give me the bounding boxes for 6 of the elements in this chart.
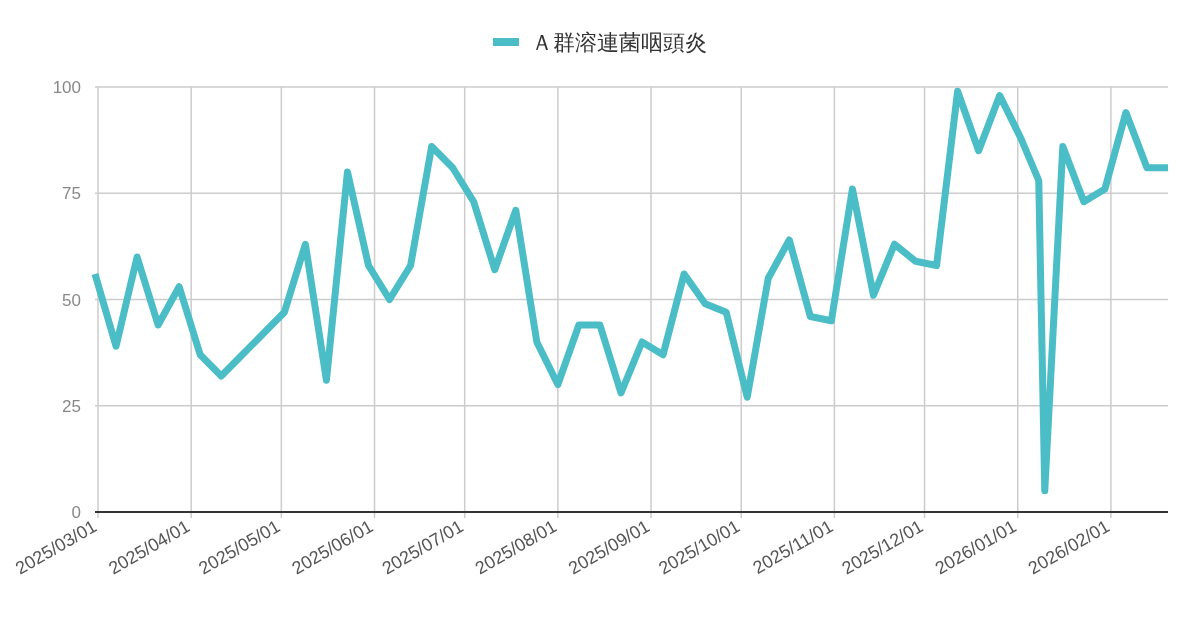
y-tick-label: 25	[62, 396, 81, 416]
y-tick-label: 0	[71, 503, 81, 522]
y-tick-label: 50	[62, 290, 81, 310]
y-tick-label: 75	[62, 184, 81, 204]
legend-label: Ａ群溶連菌咽頭炎	[531, 30, 707, 55]
y-tick-label: 100	[52, 78, 81, 97]
